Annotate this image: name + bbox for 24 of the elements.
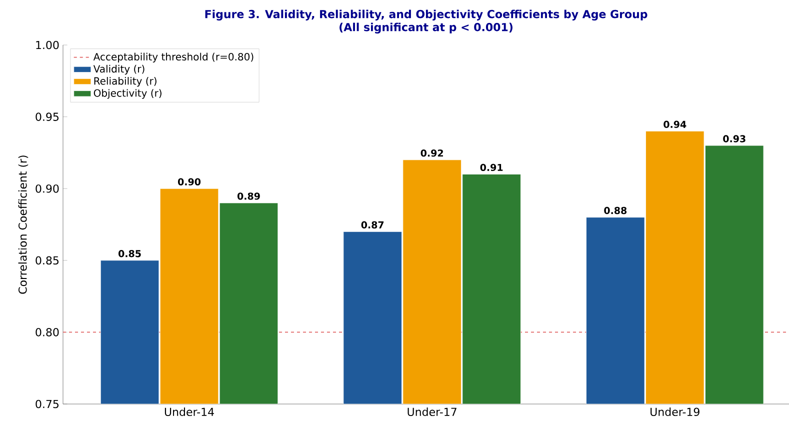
y-tick-label: 1.00 <box>36 40 59 50</box>
y-tick-label: 0.85 <box>36 256 59 265</box>
y-tick-label: 0.75 <box>36 400 59 408</box>
data-label: 0.87 <box>361 221 384 228</box>
data-label: 0.89 <box>237 192 260 200</box>
data-label: 0.91 <box>480 164 503 172</box>
data-label: 0.93 <box>723 135 746 142</box>
x-tick-label: Under-17 <box>408 408 456 416</box>
y-tick-label: 0.95 <box>36 112 59 121</box>
legend-label: Acceptability threshold (r=0.80) <box>93 52 254 62</box>
x-tick-label: Under-19 <box>650 408 700 416</box>
legend-label: Reliability (r) <box>94 76 156 87</box>
data-label: 0.92 <box>420 149 443 157</box>
legend-label: Objectivity (r) <box>94 89 162 99</box>
data-label: 0.94 <box>664 120 686 128</box>
data-label: 0.85 <box>118 250 141 258</box>
legend-label: Validity (r) <box>93 64 144 75</box>
data-label: 0.88 <box>604 206 627 214</box>
data-label: 0.90 <box>178 178 201 186</box>
y-axis-title: Correlation Coefficient (r) <box>18 156 28 294</box>
x-tick-label: Under-14 <box>164 408 214 416</box>
y-tick-label: 0.90 <box>36 184 59 193</box>
y-tick-label: 0.80 <box>36 328 59 336</box>
chart-title: Figure 3. Validity, Reliability, and Objectivity Coefficients by Age Group (All significant at p < 0.001) <box>205 10 648 34</box>
